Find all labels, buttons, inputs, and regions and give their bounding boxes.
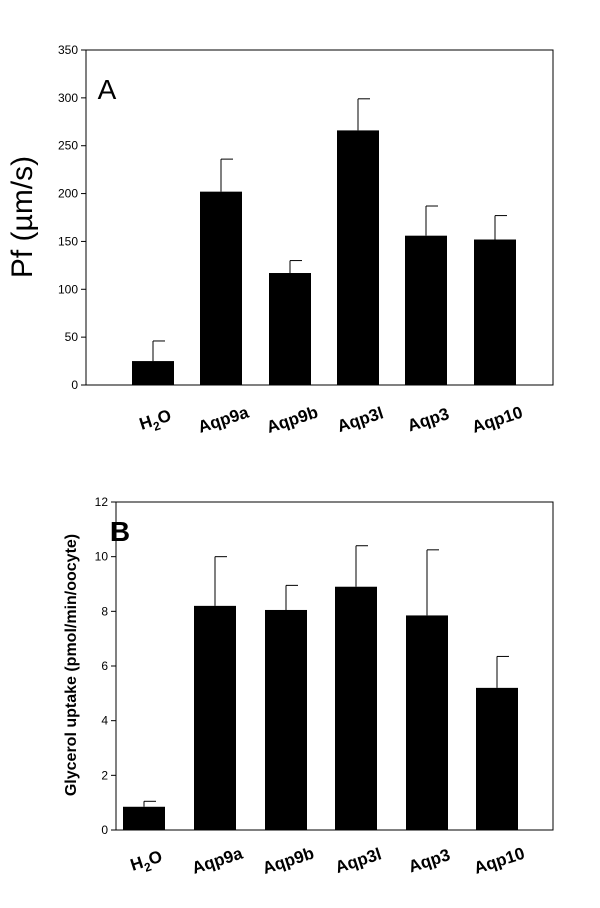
bar — [474, 239, 516, 385]
category-label: Aqp3l — [333, 844, 384, 877]
y-tick-label: 8 — [101, 604, 108, 618]
bar — [406, 615, 448, 830]
y-tick-label: 200 — [58, 187, 78, 201]
category-label-text: H — [128, 853, 146, 875]
category-label: H2O — [137, 406, 175, 438]
category-label: Aqp10 — [470, 403, 525, 437]
y-tick-label: 150 — [58, 234, 78, 248]
category-label-subscript: 2 — [143, 859, 154, 874]
y-tick-label: 0 — [101, 823, 108, 837]
category-label-text: Aqp10 — [470, 403, 525, 437]
bar — [132, 361, 174, 385]
y-tick-label: 0 — [71, 378, 78, 392]
category-label-subscript: 2 — [152, 418, 163, 433]
panel-label: A — [98, 74, 117, 105]
y-tick-label: 250 — [58, 139, 78, 153]
y-axis-label: Pf (µm/s) — [6, 156, 39, 278]
category-label-text: H — [137, 412, 155, 434]
bar — [194, 605, 236, 830]
category-label-text: Aqp3l — [335, 403, 386, 436]
y-tick-label: 10 — [95, 550, 109, 564]
category-label-text: Aqp9b — [260, 844, 316, 878]
category-label: Aqp3l — [335, 403, 386, 436]
category-label: H2O — [128, 847, 166, 879]
category-label: Aqp3 — [406, 845, 452, 876]
category-label-text: Aqp9a — [190, 844, 246, 878]
plot-frame — [85, 49, 554, 386]
y-tick-label: 50 — [65, 330, 79, 344]
category-label: Aqp9a — [196, 403, 252, 437]
bar — [337, 130, 379, 385]
category-label-text: O — [146, 847, 164, 869]
category-label: Aqp3 — [405, 404, 451, 435]
category-label: Aqp9b — [264, 403, 320, 437]
category-label-text: Aqp3 — [405, 404, 451, 435]
bar — [476, 687, 518, 830]
category-label-text: Aqp9b — [264, 403, 320, 437]
bar — [123, 806, 165, 830]
y-tick-label: 300 — [58, 91, 78, 105]
y-tick-label: 12 — [95, 495, 109, 509]
category-label-text: Aqp3 — [406, 845, 452, 876]
panel-a-chart: 0 50 100 150 200 250 300 350 H2O Aqp9a Aqp9b Aqp3l A… — [6, 43, 554, 438]
category-label-text: O — [155, 406, 173, 428]
y-axis-label: Glycerol uptake (pmol/min/oocyte) — [63, 534, 80, 796]
y-tick-label: 2 — [101, 768, 108, 782]
y-tick-label: 100 — [58, 282, 78, 296]
category-label-text: Aqp9a — [196, 403, 252, 437]
bar — [269, 273, 311, 385]
category-label-text: Aqp10 — [472, 844, 527, 878]
panel-label: B — [110, 516, 130, 547]
y-tick-label: 4 — [101, 714, 108, 728]
y-tick-label: 6 — [101, 659, 108, 673]
category-label: Aqp9a — [190, 844, 246, 878]
category-label: Aqp10 — [472, 844, 527, 878]
bar — [200, 191, 242, 385]
category-label-text: Aqp3l — [333, 844, 384, 877]
category-label: Aqp9b — [260, 844, 316, 878]
bar — [405, 235, 447, 385]
y-tick-label: 350 — [58, 43, 78, 57]
bar — [335, 586, 377, 830]
bar — [265, 609, 307, 830]
